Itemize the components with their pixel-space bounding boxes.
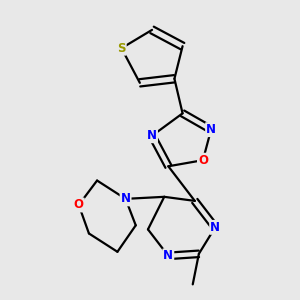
Text: N: N <box>147 129 157 142</box>
Text: N: N <box>206 123 216 136</box>
Text: O: O <box>198 154 208 167</box>
Text: N: N <box>121 192 130 206</box>
Text: N: N <box>210 221 220 234</box>
Text: O: O <box>74 199 84 212</box>
Text: S: S <box>117 42 126 55</box>
Text: N: N <box>163 249 173 262</box>
